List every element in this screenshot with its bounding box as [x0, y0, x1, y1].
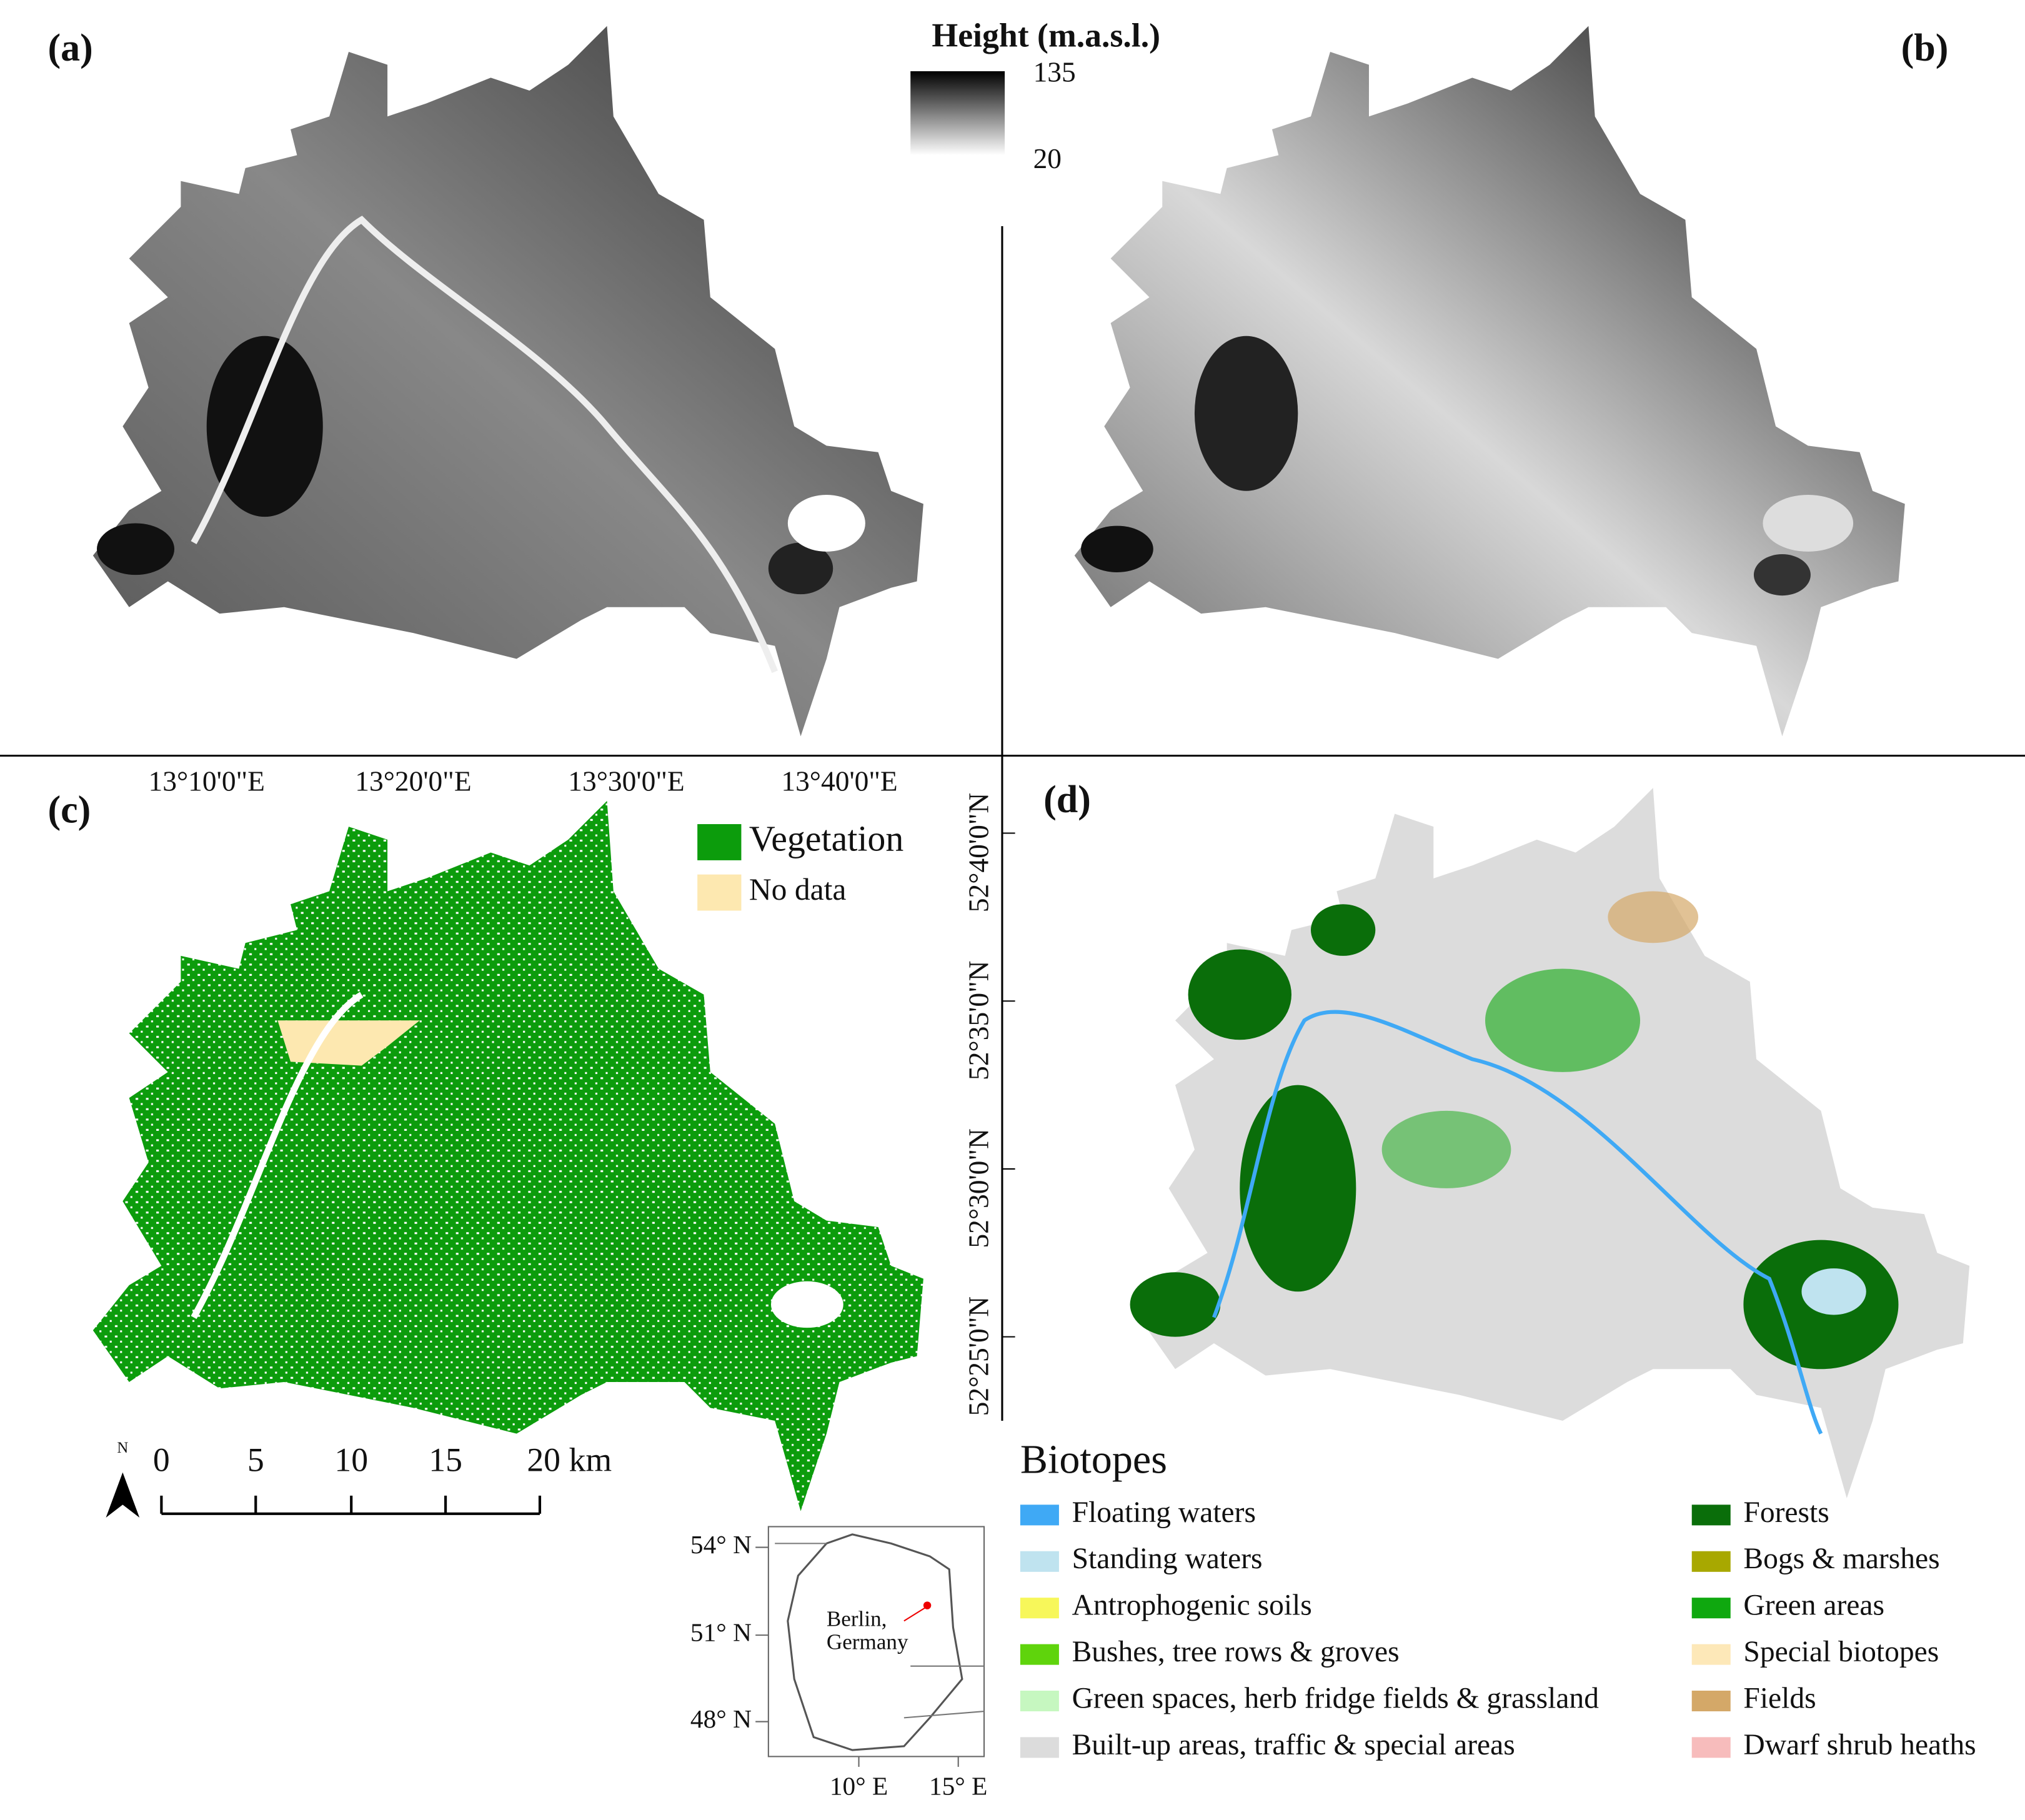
inset-map [767, 1526, 985, 1758]
legend-label: Vegetation [749, 818, 903, 858]
lon-label: 13°10'0"E [149, 765, 265, 797]
legend-swatch [1020, 1690, 1059, 1712]
lat-label: 52°35'0"N [962, 960, 994, 1080]
scale-label: 10 [334, 1441, 368, 1479]
legend-label: Standing waters [1072, 1543, 1263, 1575]
lon-label: 13°30'0"E [568, 765, 684, 797]
lat-label: 52°30'0"N [962, 1128, 994, 1248]
legend-swatch [1020, 1551, 1059, 1572]
legend-label: Built-up areas, traffic & special areas [1072, 1729, 1515, 1761]
inset-lon: 15° E [929, 1772, 987, 1801]
legend-title: Height (m.a.s.l.) [932, 17, 1160, 54]
inset-lat: 48° N [690, 1704, 752, 1733]
legend-label: Green spaces, herb fridge fields & grass… [1072, 1682, 1600, 1714]
legend-label: Forests [1743, 1496, 1829, 1529]
scale-label: 15 [429, 1441, 462, 1479]
legend-swatch [1020, 1737, 1059, 1758]
legend-swatch [1691, 1644, 1731, 1665]
legend-label: Fields [1743, 1682, 1816, 1714]
inset-lon: 10° E [830, 1772, 888, 1801]
scale-bar: N [106, 1440, 540, 1518]
panel-label: (c) [47, 789, 91, 832]
legend-swatch [1020, 1644, 1059, 1665]
legend-swatch [1691, 1551, 1731, 1572]
legend-title: Biotopes [1020, 1436, 1167, 1482]
scale-label: 5 [247, 1441, 264, 1479]
legend-swatch [1691, 1737, 1731, 1758]
legend-label: No data [749, 872, 847, 907]
map-a [92, 26, 923, 737]
legend-swatch [1691, 1690, 1731, 1712]
legend-label: 135 [1033, 56, 1076, 88]
legend-swatch [697, 824, 742, 860]
legend-label: Floating waters [1072, 1496, 1256, 1529]
legend-label: Antrophogenic soils [1072, 1589, 1312, 1622]
panel-label: (a) [47, 27, 92, 69]
legend-label: 20 [1033, 142, 1062, 174]
legend-label: Green areas [1743, 1589, 1884, 1622]
panel-label: (b) [1901, 27, 1949, 69]
legend-label: Bogs & marshes [1743, 1543, 1939, 1575]
map-b [1074, 26, 1905, 737]
legend-swatch [1691, 1598, 1731, 1619]
scale-label: 0 [153, 1441, 170, 1479]
legend-swatch [697, 874, 742, 911]
lat-label: 52°25'0"N [962, 1296, 994, 1416]
inset-place: Berlin, [827, 1606, 887, 1631]
map-c [92, 800, 923, 1511]
legend-label: Dwarf shrub heaths [1743, 1729, 1976, 1761]
scale-label: 20 km [527, 1441, 612, 1479]
north-arrow [106, 1472, 140, 1518]
lat-label: 52°40'0"N [962, 793, 994, 912]
map-d [1130, 788, 1970, 1499]
height-ramp [910, 71, 1005, 156]
legend-swatch [1020, 1598, 1059, 1619]
legend-swatch [1691, 1504, 1731, 1526]
inset-lat: 54° N [690, 1530, 752, 1559]
legend-swatch [1020, 1504, 1059, 1526]
lon-label: 13°40'0"E [781, 765, 897, 797]
lon-label: 13°20'0"E [355, 765, 471, 797]
inset-lat: 51° N [690, 1618, 752, 1647]
legend-label: Bushes, tree rows & groves [1072, 1636, 1400, 1668]
inset-place: Germany [827, 1630, 908, 1654]
legend-label: Special biotopes [1743, 1636, 1939, 1668]
panel-label: (d) [1043, 778, 1091, 821]
north-label: N [117, 1440, 128, 1456]
